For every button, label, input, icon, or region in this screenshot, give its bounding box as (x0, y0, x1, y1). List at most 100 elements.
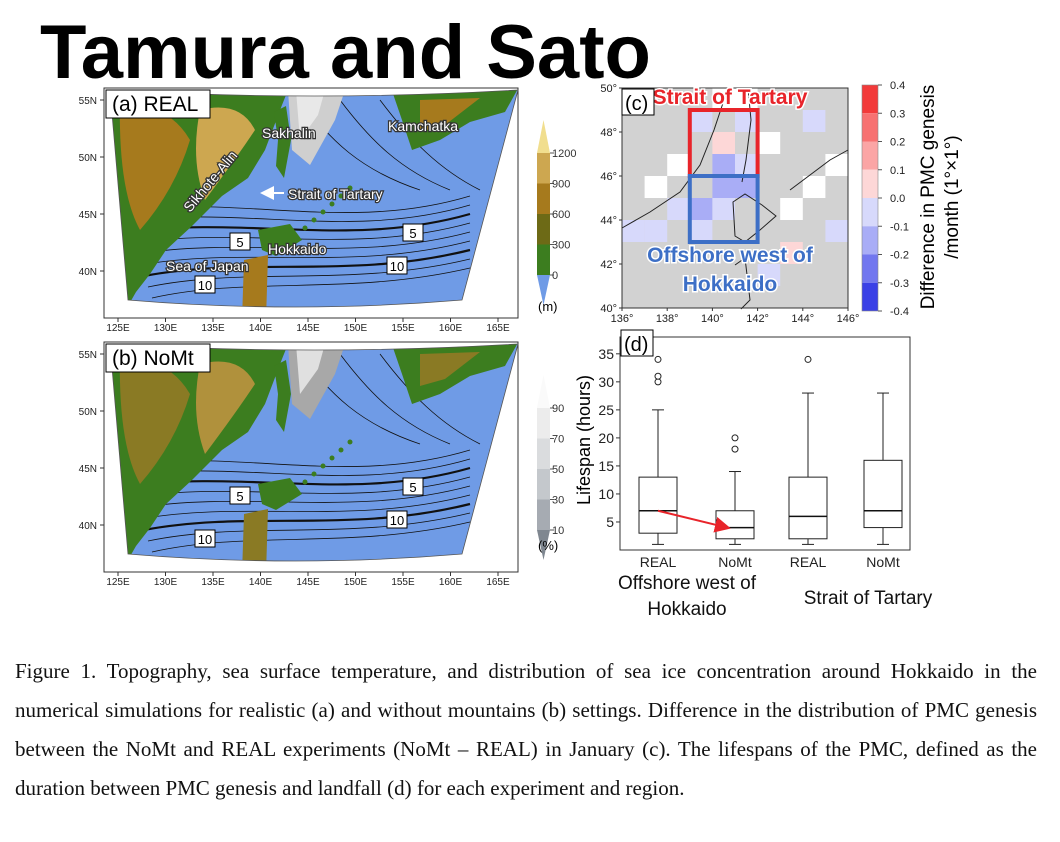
sst-contour (143, 248, 471, 278)
group-label: Hokkaido (647, 599, 726, 620)
lat-tick-label: 42° (600, 259, 617, 271)
map-area (110, 90, 518, 307)
land-high (119, 354, 190, 484)
colorbar-label: Difference in PMC genesis (918, 85, 939, 310)
colorbar-tick-label: -0.2 (890, 250, 909, 262)
heatmap-cell (735, 176, 758, 198)
box (863, 459, 903, 529)
colorbar-bin (862, 254, 878, 283)
sea-ice (296, 344, 325, 394)
colorbar-tick-label: 0.2 (890, 137, 905, 149)
heatmap-cell (780, 242, 803, 264)
contour-label-box (386, 510, 408, 529)
heatmap-cell (667, 154, 690, 176)
colorbar-bin (537, 408, 550, 439)
lon-tick-label: 160E (439, 323, 463, 334)
colorbar-tick-label: 0.4 (890, 80, 905, 92)
colorbar-bin (862, 85, 878, 114)
sst-contour (339, 353, 451, 445)
x-tick-label: REAL (640, 554, 677, 570)
land-high (196, 361, 255, 454)
place-label: Sea of Japan (166, 258, 249, 274)
lon-tick-label: 130E (154, 323, 178, 334)
outlier (731, 434, 739, 442)
heatmap-cell (735, 110, 758, 132)
lon-tick-label: 146° (837, 313, 860, 325)
sst-contour (147, 512, 471, 542)
lat-tick-label: 40N (79, 521, 97, 532)
contour-label: 10 (390, 259, 404, 274)
lon-tick-label: 150E (344, 577, 368, 588)
lat-tick-label: 45N (79, 464, 97, 475)
colorbar-tick-label: 90 (552, 403, 564, 415)
lon-tick-label: 140° (701, 313, 724, 325)
lon-tick-label: 135E (201, 323, 225, 334)
contour-label: 5 (409, 480, 416, 495)
outlier (654, 372, 662, 380)
lat-tick-label: 44° (600, 215, 617, 227)
contour-label-box (194, 275, 216, 294)
sst-contour (139, 494, 471, 520)
land-high (420, 352, 480, 386)
colorbar-tick-label: 900 (552, 179, 570, 191)
heatmap-cell (825, 220, 848, 242)
coastline (734, 257, 751, 310)
lon-tick-label: 138° (656, 313, 679, 325)
heatmap-cell (712, 88, 735, 110)
outlier (654, 378, 662, 386)
page-title: Tamura and Sato (40, 10, 651, 95)
lon-tick-label: 135E (201, 577, 225, 588)
colorbar-unit: (%) (538, 538, 558, 553)
heatmap-cell (644, 220, 668, 242)
lon-tick-label: 140E (249, 577, 273, 588)
heatmap-cell (825, 154, 848, 176)
colorbar-end (537, 275, 550, 305)
island (311, 217, 317, 223)
outlier (654, 355, 662, 363)
contour-label-box (194, 529, 216, 548)
lon-tick-label: 125E (106, 577, 130, 588)
lon-tick-label: 165E (486, 323, 510, 334)
panel-label: (c) (625, 93, 648, 115)
lat-tick-label: 50N (79, 153, 97, 164)
lat-tick-label: 40N (79, 267, 97, 278)
land-high (196, 107, 255, 200)
lon-tick-label: 125E (106, 323, 130, 334)
lat-tick-label: 50° (600, 83, 617, 95)
y-axis-label: Lifespan (hours) (574, 375, 594, 505)
place-label: Hokkaido (268, 241, 327, 257)
island (338, 193, 344, 199)
outlier (731, 445, 739, 453)
colorbar-bin (862, 282, 878, 311)
colorbar-bin (862, 113, 878, 142)
x-tick-label: NoMt (866, 554, 900, 570)
sst-contour (339, 99, 451, 191)
heatmap-cell (712, 198, 735, 220)
island (329, 201, 335, 207)
colorbar-bin (537, 469, 550, 500)
colorbar-tick-label: -0.1 (890, 221, 909, 233)
heatmap-cell (735, 154, 758, 176)
sst-contour (379, 99, 481, 191)
colorbar-tick-label: -0.3 (890, 278, 909, 290)
heatmap-cell (757, 264, 781, 286)
contour-label-box (402, 223, 424, 242)
heatmap-frame (621, 87, 849, 309)
y-tick-label: 25 (598, 402, 614, 418)
island (302, 225, 308, 231)
heatmap-cell (667, 198, 690, 220)
colorbar-tick-label: 0.0 (890, 193, 905, 205)
sst-contour (135, 485, 471, 509)
sst-contour (143, 502, 471, 532)
x-tick-label: REAL (790, 554, 827, 570)
lon-tick-label: 145E (296, 577, 320, 588)
lon-tick-label: 136° (611, 313, 634, 325)
colorbar-bin (537, 214, 550, 245)
colorbar-tick-label: 300 (552, 240, 570, 252)
region-box (687, 174, 760, 244)
lat-tick-label: 46° (600, 171, 617, 183)
colorbar-tick-label: -0.4 (890, 306, 909, 318)
lat-tick-label: 48° (600, 127, 617, 139)
colorbar-bin (862, 226, 878, 255)
colorbar-tick-label: 10 (552, 525, 564, 537)
